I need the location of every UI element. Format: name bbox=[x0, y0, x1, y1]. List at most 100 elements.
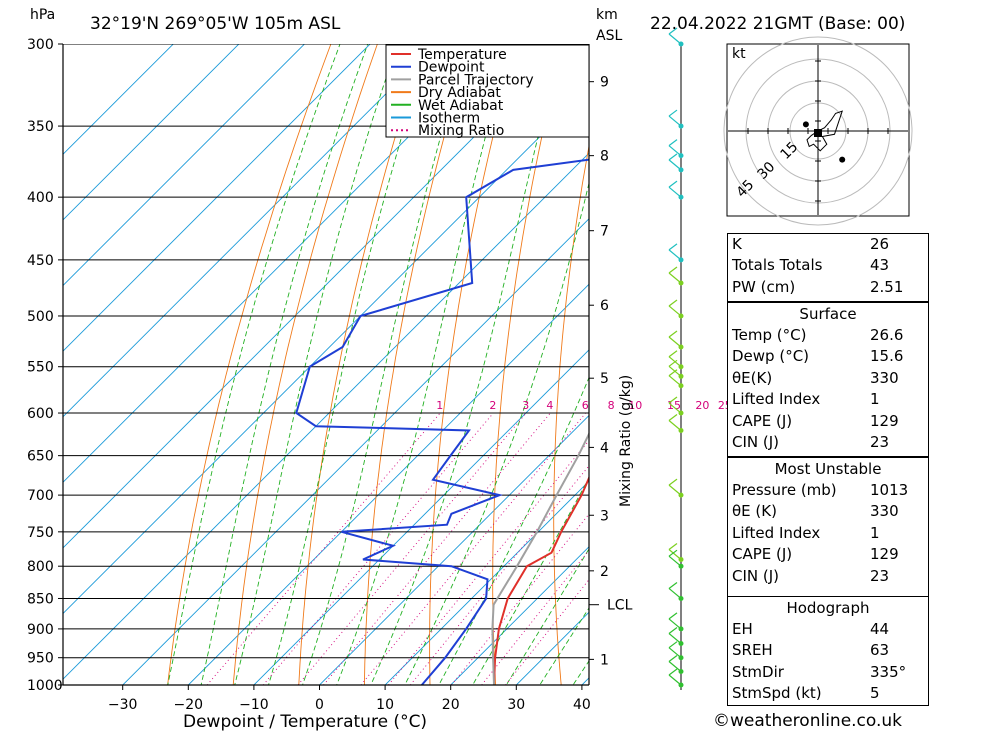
mixing-ratio-label: 4 bbox=[546, 399, 553, 412]
indices-box: K 26 Totals Totals 43 PW (cm) 2.51 bbox=[727, 233, 929, 302]
wind-barb-dot bbox=[678, 153, 684, 159]
wind-barb-flag bbox=[668, 330, 678, 338]
wind-barb-dot bbox=[678, 364, 684, 370]
wet-adiabat-line bbox=[505, 548, 589, 685]
wet-adiabat-line bbox=[539, 607, 589, 685]
wind-barb-flag bbox=[668, 668, 678, 676]
mu-row: CIN (J) 23 bbox=[732, 566, 890, 585]
pressure-tick-label: 900 bbox=[27, 622, 54, 638]
wind-barb-flag bbox=[668, 655, 678, 663]
hodograph-storm-marker bbox=[814, 129, 822, 137]
mixing-ratio-label: 6 bbox=[582, 399, 589, 412]
wind-barb-dot bbox=[678, 167, 684, 173]
temperature-tick-label: 10 bbox=[376, 697, 394, 713]
wind-barb-dot bbox=[678, 563, 684, 569]
wind-barb-flag bbox=[668, 641, 678, 649]
wind-barb bbox=[668, 588, 682, 599]
wind-barb-dot bbox=[678, 123, 684, 129]
isotherm-line bbox=[122, 218, 589, 685]
wind-barb bbox=[668, 305, 682, 317]
legend-entry-label: Temperature bbox=[417, 47, 507, 63]
mixing-ratio-line bbox=[206, 412, 441, 685]
height-tick-label: 8 bbox=[600, 149, 609, 165]
index-row-k: K 26 bbox=[732, 235, 890, 253]
hodo-row: EH 44 bbox=[732, 620, 890, 638]
wind-barb bbox=[668, 661, 682, 672]
mixing-ratio-line bbox=[481, 549, 589, 685]
hodograph-ring bbox=[723, 36, 913, 226]
mixing-ratio-line bbox=[388, 439, 589, 685]
temperature-tick-label: 40 bbox=[573, 697, 591, 713]
wind-barb-flag bbox=[668, 543, 678, 550]
wind-barb-flag bbox=[668, 581, 678, 589]
mixing-ratio-line bbox=[323, 412, 551, 685]
temperature-tick-label: −30 bbox=[108, 697, 138, 713]
isotherm-line bbox=[318, 414, 589, 685]
mixing-ratio-line bbox=[360, 412, 587, 685]
footer-credit[interactable]: ©weatheronline.co.uk bbox=[713, 711, 903, 731]
lcl-label: LCL bbox=[607, 598, 633, 614]
height-unit-sub-label: ASL bbox=[596, 28, 622, 44]
wind-barb bbox=[668, 145, 682, 157]
wind-barb-flag bbox=[668, 350, 678, 358]
wind-barb-flag bbox=[668, 627, 678, 634]
wet-adiabat-line bbox=[302, 44, 469, 685]
hodograph-marker bbox=[839, 156, 846, 163]
dry-adiabat-line bbox=[492, 44, 564, 685]
hodograph-unit-label: kt bbox=[732, 46, 746, 62]
parcel-trajectory-line bbox=[491, 431, 589, 685]
wind-barb-flag bbox=[668, 243, 678, 251]
wind-barb bbox=[668, 647, 682, 659]
wind-barb-flag bbox=[668, 414, 678, 421]
surface-row: CAPE (J) 129 bbox=[732, 411, 899, 430]
wind-barb-dot bbox=[678, 410, 684, 416]
mixing-ratio-label: 15 bbox=[667, 399, 681, 412]
datetime-title: 22.04.2022 21GMT (Base: 00) bbox=[650, 14, 905, 34]
wind-barb-flag bbox=[668, 139, 678, 147]
wind-barb-dot bbox=[678, 557, 684, 563]
height-tick-label: 5 bbox=[600, 371, 609, 387]
plot-grid bbox=[63, 44, 589, 685]
mu-row: θE (K) 330 bbox=[732, 502, 899, 521]
pressure-tick-label: 700 bbox=[27, 488, 54, 504]
dry-adiabat-line bbox=[553, 143, 589, 685]
temperature-tick-label: −10 bbox=[239, 697, 269, 713]
wind-barb-dot bbox=[678, 344, 684, 350]
wind-barb bbox=[668, 33, 682, 45]
surface-row: CIN (J) 23 bbox=[732, 432, 890, 451]
most-unstable-box: Most Unstable Pressure (mb) 1013 θE (K) 33… bbox=[727, 457, 929, 598]
surface-title: Surface bbox=[799, 305, 857, 323]
hodo-row: StmSpd (kt) 5 bbox=[732, 684, 880, 703]
wind-barb-dot bbox=[678, 682, 684, 688]
x-axis-label: Dewpoint / Temperature (°C) bbox=[183, 712, 427, 732]
mixing-ratio-label: 2 bbox=[489, 399, 496, 412]
hodo-row: SREH 63 bbox=[732, 641, 890, 660]
wind-barb-dot bbox=[678, 280, 684, 286]
isotherm-line bbox=[63, 44, 306, 287]
legend-entry-label: Dry Adiabat bbox=[418, 85, 501, 101]
height-tick-label: 1 bbox=[600, 652, 609, 668]
height-unit-label: km bbox=[596, 7, 618, 23]
wind-barb-dot bbox=[678, 640, 684, 646]
wet-adiabat-line bbox=[234, 44, 399, 685]
wind-barb-dot bbox=[678, 313, 684, 319]
pressure-tick-label: 500 bbox=[27, 309, 54, 325]
wind-barb-dot bbox=[678, 373, 684, 379]
pressure-tick-label: 650 bbox=[27, 449, 54, 465]
height-tick-label: 7 bbox=[600, 224, 609, 240]
hodograph-trace bbox=[806, 110, 843, 152]
height-tick-label: 6 bbox=[600, 298, 609, 314]
dry-adiabat-line bbox=[167, 44, 332, 685]
wind-barb bbox=[668, 115, 682, 127]
mixing-ratio-axis-label: Mixing Ratio (g/kg) bbox=[618, 375, 634, 507]
pressure-tick-label: 350 bbox=[27, 119, 54, 135]
most-unstable-title: Most Unstable bbox=[774, 460, 882, 478]
wind-barb-flag bbox=[668, 109, 678, 117]
isotherm-line bbox=[63, 44, 371, 352]
wind-barb-dot bbox=[678, 383, 684, 389]
wind-barb-dot bbox=[678, 257, 684, 263]
mu-row: Lifted Index 1 bbox=[732, 523, 880, 542]
mixing-ratio-line bbox=[262, 412, 494, 685]
axes: 1 2 3 4 6 8 10 15 20 2530035040045050055060065070… bbox=[27, 37, 732, 713]
height-tick-label: 3 bbox=[600, 508, 609, 524]
